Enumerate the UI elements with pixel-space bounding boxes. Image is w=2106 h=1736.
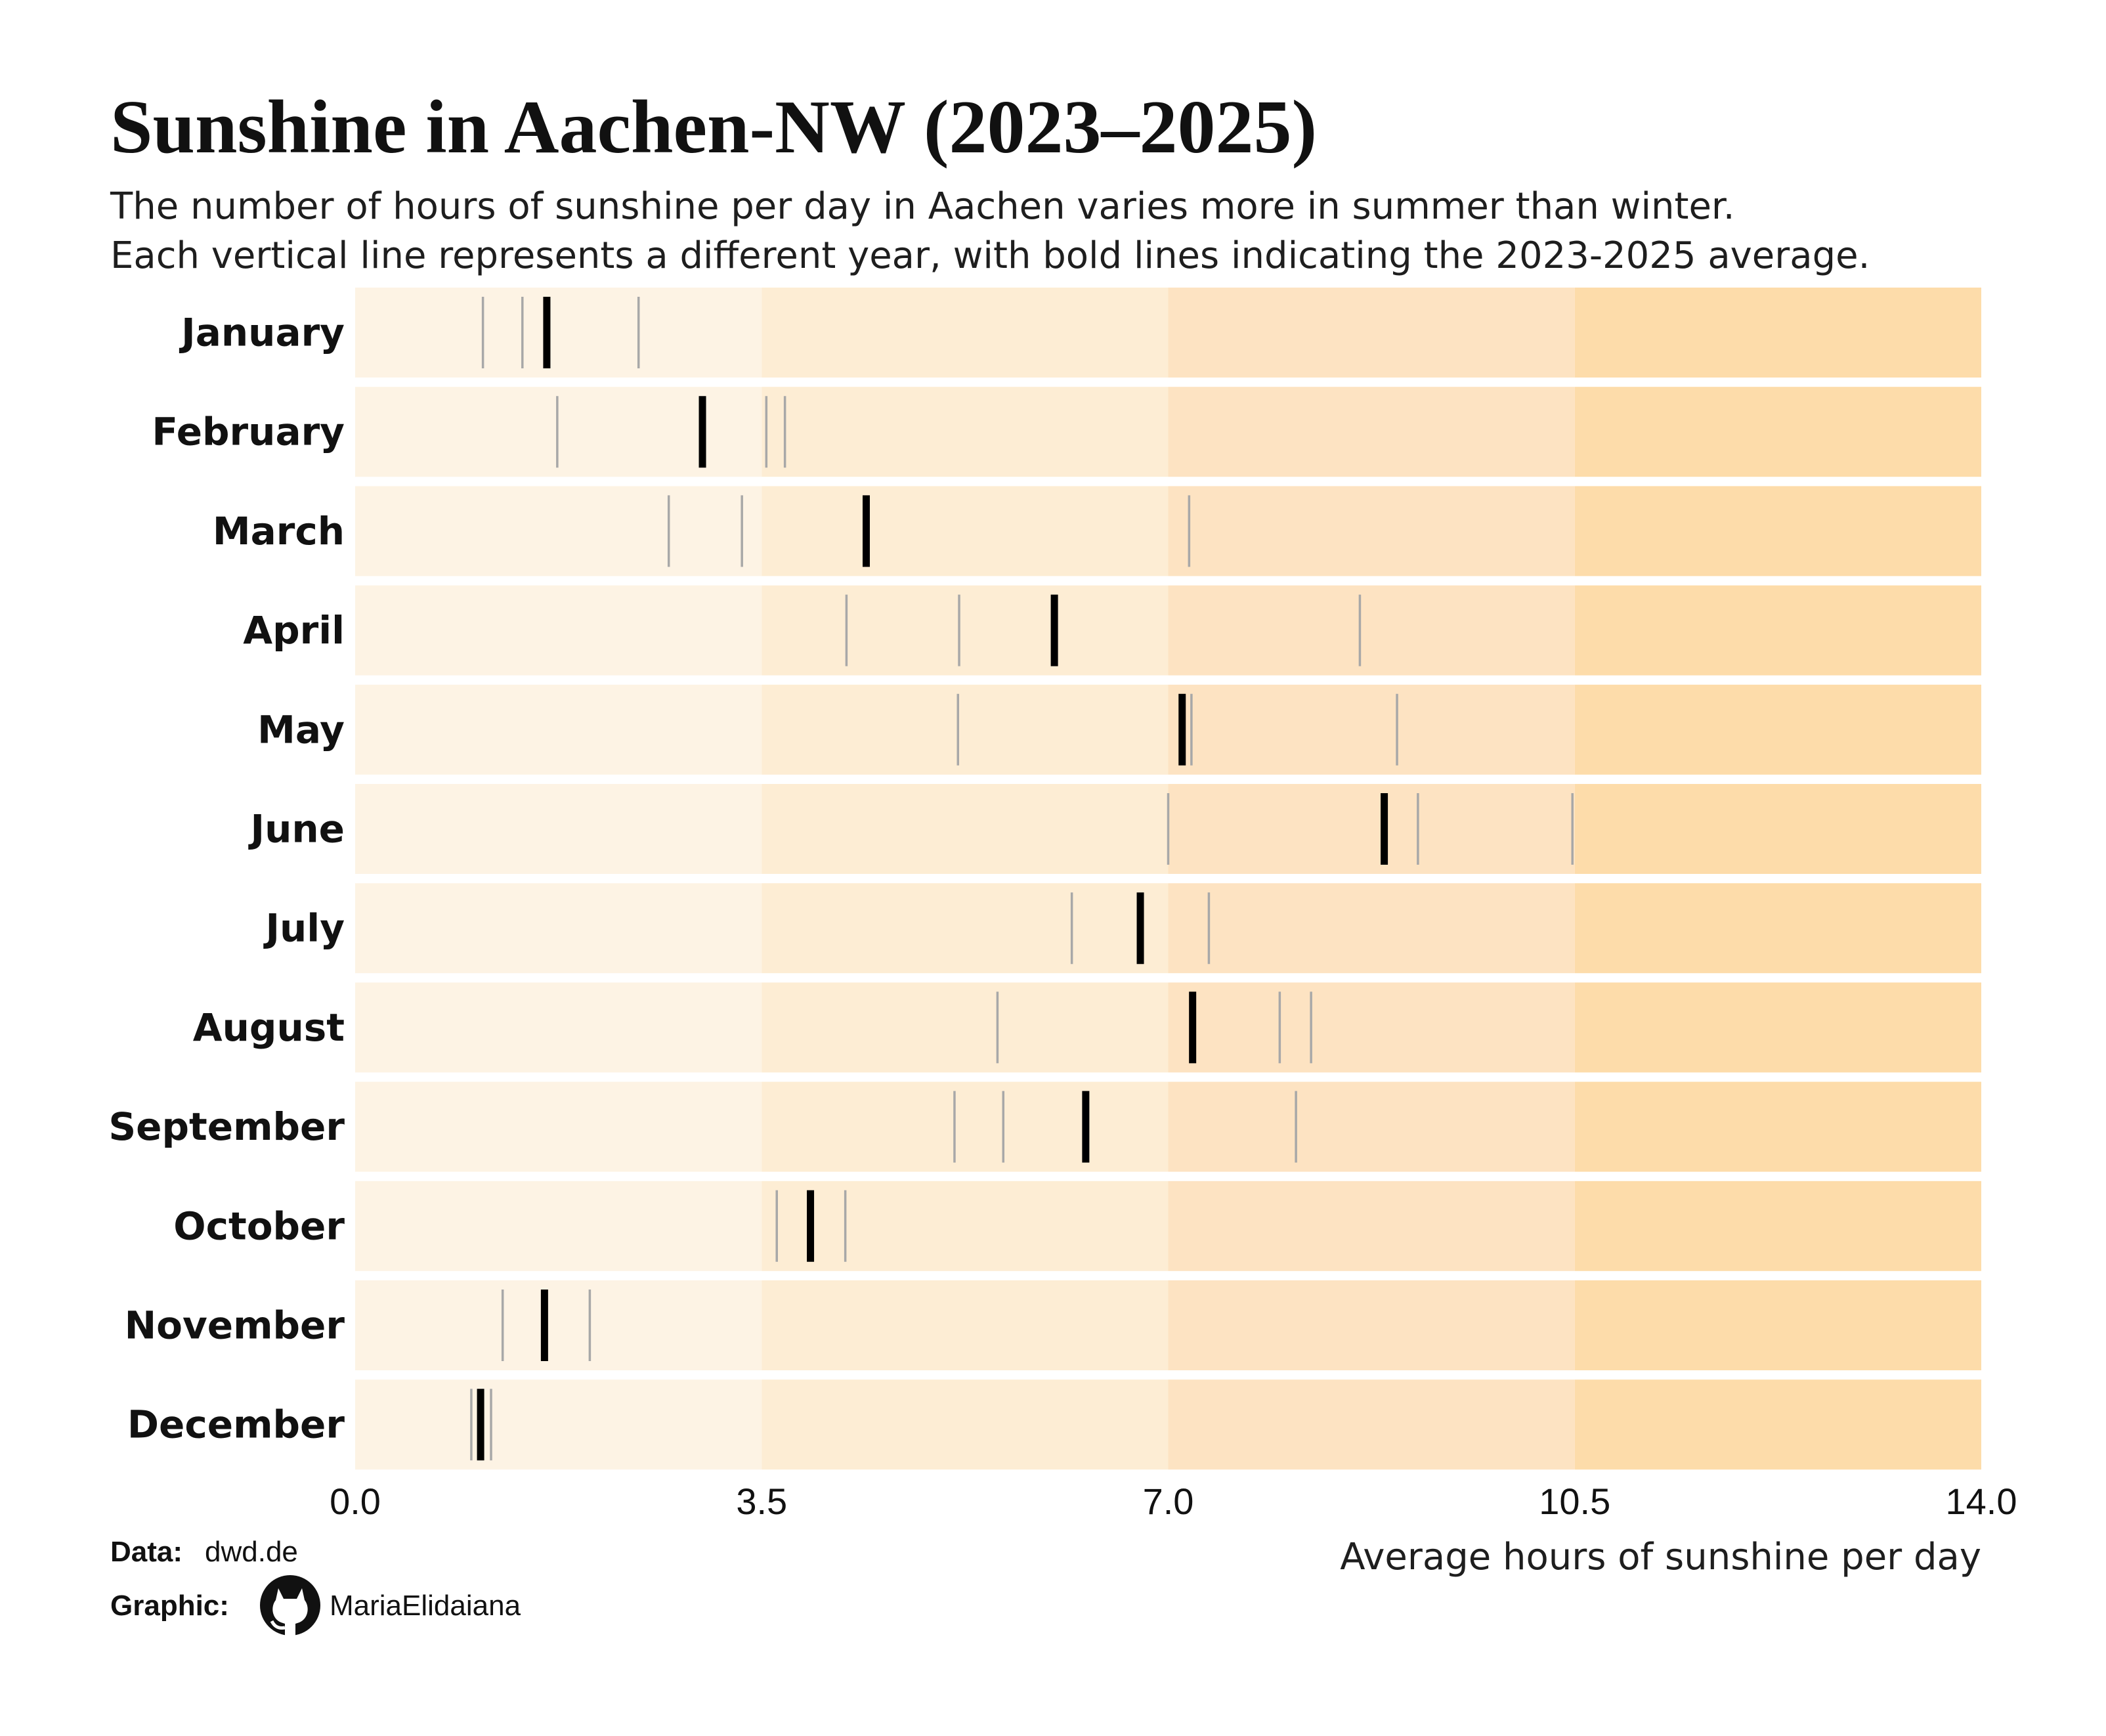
band-january-1	[762, 288, 1169, 378]
band-december-3	[1574, 1379, 1981, 1470]
band-april-2	[1168, 585, 1575, 676]
month-row-december: December	[127, 1379, 1981, 1470]
band-september-0	[355, 1081, 762, 1172]
band-december-2	[1168, 1379, 1575, 1470]
band-may-2	[1168, 684, 1575, 775]
band-november-2	[1168, 1280, 1575, 1370]
band-october-2	[1168, 1181, 1575, 1271]
band-april-1	[762, 585, 1169, 676]
band-september-3	[1574, 1081, 1981, 1172]
x-tick-label-3: 10.5	[1539, 1481, 1610, 1522]
x-tick-label-4: 14.0	[1946, 1481, 2017, 1522]
band-january-0	[355, 288, 762, 378]
month-row-september: September	[108, 1081, 1981, 1172]
band-august-1	[762, 982, 1169, 1073]
month-label-november: November	[125, 1303, 345, 1348]
band-february-0	[355, 387, 762, 477]
month-row-october: October	[173, 1181, 1981, 1271]
band-december-1	[762, 1379, 1169, 1470]
month-row-july: July	[263, 883, 1981, 974]
month-row-april: April	[243, 585, 1981, 676]
band-october-1	[762, 1181, 1169, 1271]
band-august-3	[1574, 982, 1981, 1073]
band-july-1	[762, 883, 1169, 974]
band-february-3	[1574, 387, 1981, 477]
data-credit-label: Data:	[110, 1536, 183, 1568]
month-row-january: January	[179, 288, 1981, 378]
month-label-may: May	[257, 707, 345, 752]
band-may-3	[1574, 684, 1981, 775]
band-august-0	[355, 982, 762, 1073]
band-february-2	[1168, 387, 1575, 477]
month-row-march: March	[213, 486, 1981, 576]
month-label-october: October	[173, 1204, 345, 1248]
band-august-2	[1168, 982, 1575, 1073]
band-september-1	[762, 1081, 1169, 1172]
x-tick-label-2: 7.0	[1143, 1481, 1194, 1522]
x-axis: 0.0 3.5 7.0 10.5 14.0	[330, 1481, 2017, 1522]
band-november-1	[762, 1280, 1169, 1370]
month-row-august: August	[193, 982, 1981, 1073]
band-march-0	[355, 486, 762, 576]
month-label-august: August	[193, 1005, 345, 1050]
band-july-3	[1574, 883, 1981, 974]
band-march-3	[1574, 486, 1981, 576]
chart-subtitle-line-2: Each vertical line represents a differen…	[110, 234, 1870, 277]
band-january-2	[1168, 288, 1575, 378]
band-april-3	[1574, 585, 1981, 676]
month-label-april: April	[243, 608, 345, 653]
github-icon[interactable]	[260, 1575, 320, 1636]
band-march-1	[762, 486, 1169, 576]
month-label-june: June	[248, 807, 345, 852]
band-june-3	[1574, 784, 1981, 874]
chart-title: Sunshine in Aachen-NW (2023–2025)	[110, 85, 1317, 169]
band-february-1	[762, 387, 1169, 477]
band-october-0	[355, 1181, 762, 1271]
band-september-2	[1168, 1081, 1575, 1172]
x-tick-label-0: 0.0	[330, 1481, 381, 1522]
month-label-december: December	[127, 1402, 345, 1447]
band-june-1	[762, 784, 1169, 874]
x-axis-label: Average hours of sunshine per day	[1340, 1536, 1981, 1578]
band-july-2	[1168, 883, 1575, 974]
chart-subtitle-line-1: The number of hours of sunshine per day …	[110, 185, 1735, 228]
graphic-credit-label: Graphic:	[110, 1590, 229, 1622]
month-label-september: September	[108, 1104, 345, 1149]
band-november-0	[355, 1280, 762, 1370]
band-march-2	[1168, 486, 1575, 576]
month-row-february: February	[152, 387, 1981, 477]
band-june-2	[1168, 784, 1575, 874]
band-november-3	[1574, 1280, 1981, 1370]
band-december-0	[355, 1379, 762, 1470]
credits: Data: dwd.de Graphic: MariaElidaiana	[110, 1536, 521, 1636]
plot-area: January February March April May June July Augu…	[108, 288, 1981, 1470]
data-credit-value: dwd.de	[205, 1536, 298, 1568]
month-row-may: May	[257, 684, 1981, 775]
band-may-0	[355, 684, 762, 775]
month-label-january: January	[179, 311, 345, 355]
band-june-0	[355, 784, 762, 874]
month-label-july: July	[263, 906, 345, 951]
band-july-0	[355, 883, 762, 974]
band-april-0	[355, 585, 762, 676]
band-october-3	[1574, 1181, 1981, 1271]
month-label-february: February	[152, 410, 345, 454]
month-label-march: March	[213, 509, 345, 553]
band-january-3	[1574, 288, 1981, 378]
month-row-november: November	[125, 1280, 1981, 1370]
band-may-1	[762, 684, 1169, 775]
month-row-june: June	[248, 784, 1981, 874]
x-tick-label-1: 3.5	[736, 1481, 787, 1522]
graphic-credit-value: MariaElidaiana	[330, 1590, 521, 1622]
